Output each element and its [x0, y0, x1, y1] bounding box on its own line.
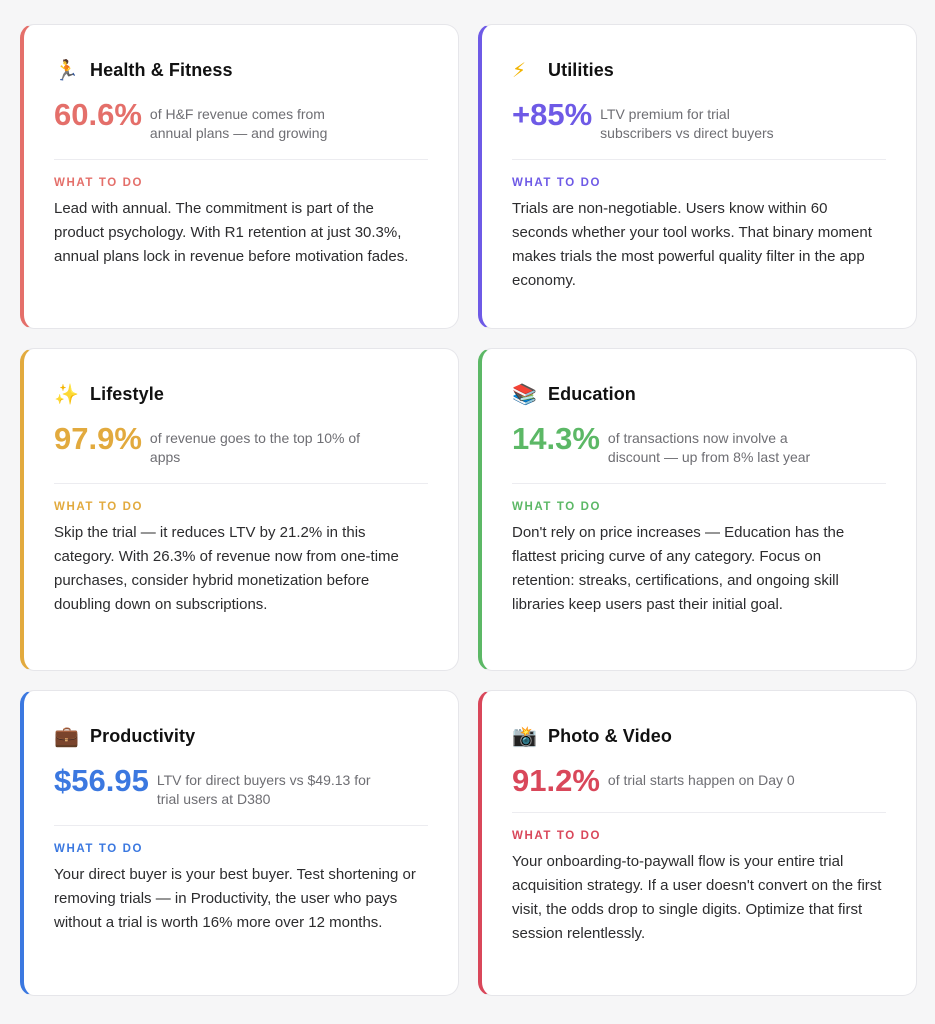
card-utilities: ⚡ Utilities +85% LTV premium for trial s…	[478, 24, 917, 329]
recommendation-text: Trials are non-negotiable. Users know wi…	[512, 200, 872, 289]
sparkles-icon: ✨	[54, 382, 79, 406]
card-title: Photo & Video	[548, 725, 672, 746]
stat-value: +85%	[512, 97, 593, 132]
what-to-do-label: WHAT TO DO	[512, 501, 602, 513]
camera-icon: 📸	[512, 724, 537, 748]
card-productivity: 💼 Productivity $56.95 LTV for direct buy…	[20, 690, 459, 996]
recommendation-text: Don't rely on price increases — Educatio…	[512, 524, 845, 613]
stat-description: of trial starts happen on Day 0	[607, 772, 795, 788]
stat-description: LTV premium for trial subscribers vs dir…	[600, 106, 774, 141]
card-lifestyle: ✨ Lifestyle 97.9% of revenue goes to the…	[20, 348, 459, 671]
what-to-do-label: WHAT TO DO	[54, 843, 144, 855]
card-title: Lifestyle	[90, 383, 164, 404]
card-header: 💼 Productivity	[54, 721, 428, 751]
card-health-fitness: 🏃 Health & Fitness 60.6% of H&F revenue …	[20, 24, 459, 329]
stat-value: 97.9%	[54, 421, 142, 456]
card-title: Productivity	[90, 725, 196, 746]
card-title: Utilities	[548, 59, 614, 80]
metric: 60.6% of H&F revenue comes from annual p…	[54, 99, 428, 143]
card-education: 📚 Education 14.3% of transactions now in…	[478, 348, 917, 671]
recommendation-text: Your onboarding-to-paywall flow is your …	[512, 853, 882, 942]
metric: 91.2% of trial starts happen on Day 0	[512, 765, 886, 796]
divider	[54, 159, 428, 160]
divider	[512, 483, 886, 484]
stat-value: 91.2%	[512, 763, 600, 798]
lightning-icon: ⚡	[512, 58, 527, 82]
metric: +85% LTV premium for trial subscribers v…	[512, 99, 886, 143]
stat-value: 14.3%	[512, 421, 600, 456]
stat-value: 60.6%	[54, 97, 142, 132]
card-header: 📚 Education	[512, 379, 886, 409]
stat-description: LTV for direct buyers vs $49.13 for tria…	[156, 772, 371, 807]
divider	[54, 483, 428, 484]
what-to-do-label: WHAT TO DO	[512, 177, 602, 189]
recommendation-text: Skip the trial — it reduces LTV by 21.2%…	[54, 524, 399, 613]
runner-icon: 🏃	[54, 58, 79, 82]
card-header: 📸 Photo & Video	[512, 721, 886, 751]
recommendation-text: Lead with annual. The commitment is part…	[54, 200, 409, 265]
card-title: Health & Fitness	[90, 59, 233, 80]
card-photo-video: 📸 Photo & Video 91.2% of trial starts ha…	[478, 690, 917, 996]
card-title: Education	[548, 383, 636, 404]
metric: 97.9% of revenue goes to the top 10% of …	[54, 423, 428, 467]
metric: $56.95 LTV for direct buyers vs $49.13 f…	[54, 765, 428, 809]
card-header: ⚡ Utilities	[512, 55, 886, 85]
stat-description: of revenue goes to the top 10% of apps	[149, 430, 361, 465]
what-to-do-label: WHAT TO DO	[54, 177, 144, 189]
metric: 14.3% of transactions now involve a disc…	[512, 423, 886, 467]
stat-description: of transactions now involve a discount —…	[607, 430, 811, 465]
divider	[512, 159, 886, 160]
briefcase-icon: 💼	[54, 724, 79, 748]
stat-description: of H&F revenue comes from annual plans —…	[149, 106, 328, 141]
card-header: ✨ Lifestyle	[54, 379, 428, 409]
stat-value: $56.95	[54, 763, 149, 798]
divider	[512, 812, 886, 813]
recommendation-text: Your direct buyer is your best buyer. Te…	[54, 866, 416, 931]
what-to-do-label: WHAT TO DO	[54, 501, 144, 513]
card-header: 🏃 Health & Fitness	[54, 55, 428, 85]
divider	[54, 825, 428, 826]
what-to-do-label: WHAT TO DO	[512, 830, 602, 842]
books-icon: 📚	[512, 382, 537, 406]
